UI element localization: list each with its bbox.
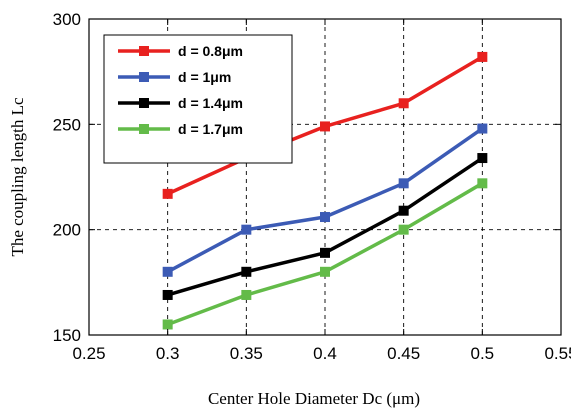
- x-tick-label: 0.3: [156, 344, 180, 363]
- legend-item: d = 1.7μm: [118, 121, 243, 137]
- data-point: [320, 266, 330, 277]
- x-tick-label: 0.45: [387, 344, 420, 363]
- y-tick-label: 150: [53, 326, 81, 345]
- data-point: [398, 178, 409, 189]
- data-point: [398, 224, 409, 235]
- legend-label: d = 1μm: [178, 69, 231, 85]
- data-point: [162, 266, 173, 277]
- legend-box: [103, 34, 293, 164]
- data-point: [162, 319, 173, 330]
- data-point: [477, 123, 488, 134]
- series-3: [162, 153, 488, 300]
- legend-item: d = 1.4μm: [118, 95, 243, 111]
- data-point: [320, 212, 330, 223]
- data-point: [398, 98, 409, 109]
- series-2: [162, 123, 488, 277]
- series-layer: [162, 51, 488, 330]
- y-axis-label: The coupling length Lc: [8, 97, 27, 257]
- legend-marker: [139, 124, 149, 134]
- legend-marker: [139, 72, 149, 82]
- legend-item: d = 1μm: [118, 69, 231, 85]
- y-tick-label: 250: [53, 115, 81, 134]
- legend-marker: [139, 46, 149, 56]
- data-point: [477, 51, 488, 62]
- legend: d = 0.8μm d = 1μm d = 1.4μm d = 1.7μm: [103, 34, 293, 164]
- x-tick-label: 0.55: [544, 344, 571, 363]
- data-point: [477, 178, 488, 189]
- y-tick-label: 300: [53, 10, 81, 29]
- axis-ticks: 0.25 0.3 0.35 0.4 0.45 0.5 0.55 150 200 250 300: [53, 10, 571, 363]
- data-point: [398, 205, 409, 216]
- x-axis-label: Center Hole Diameter Dc (μm): [208, 389, 420, 408]
- x-tick-label: 0.4: [313, 344, 337, 363]
- legend-marker: [139, 98, 149, 108]
- data-point: [162, 188, 173, 199]
- data-point: [241, 289, 252, 300]
- data-point: [241, 224, 252, 235]
- data-point: [477, 153, 488, 164]
- data-point: [162, 289, 173, 300]
- legend-label: d = 1.7μm: [178, 121, 243, 137]
- data-point: [320, 247, 330, 258]
- y-tick-label: 200: [53, 221, 81, 240]
- legend-label: d = 1.4μm: [178, 95, 243, 111]
- legend-item: d = 0.8μm: [118, 43, 243, 59]
- series-4: [162, 178, 488, 330]
- x-tick-label: 0.35: [230, 344, 263, 363]
- x-tick-label: 0.5: [471, 344, 495, 363]
- x-tick-label: 0.25: [72, 344, 105, 363]
- data-point: [241, 266, 252, 277]
- data-point: [320, 121, 330, 132]
- legend-label: d = 0.8μm: [178, 43, 243, 59]
